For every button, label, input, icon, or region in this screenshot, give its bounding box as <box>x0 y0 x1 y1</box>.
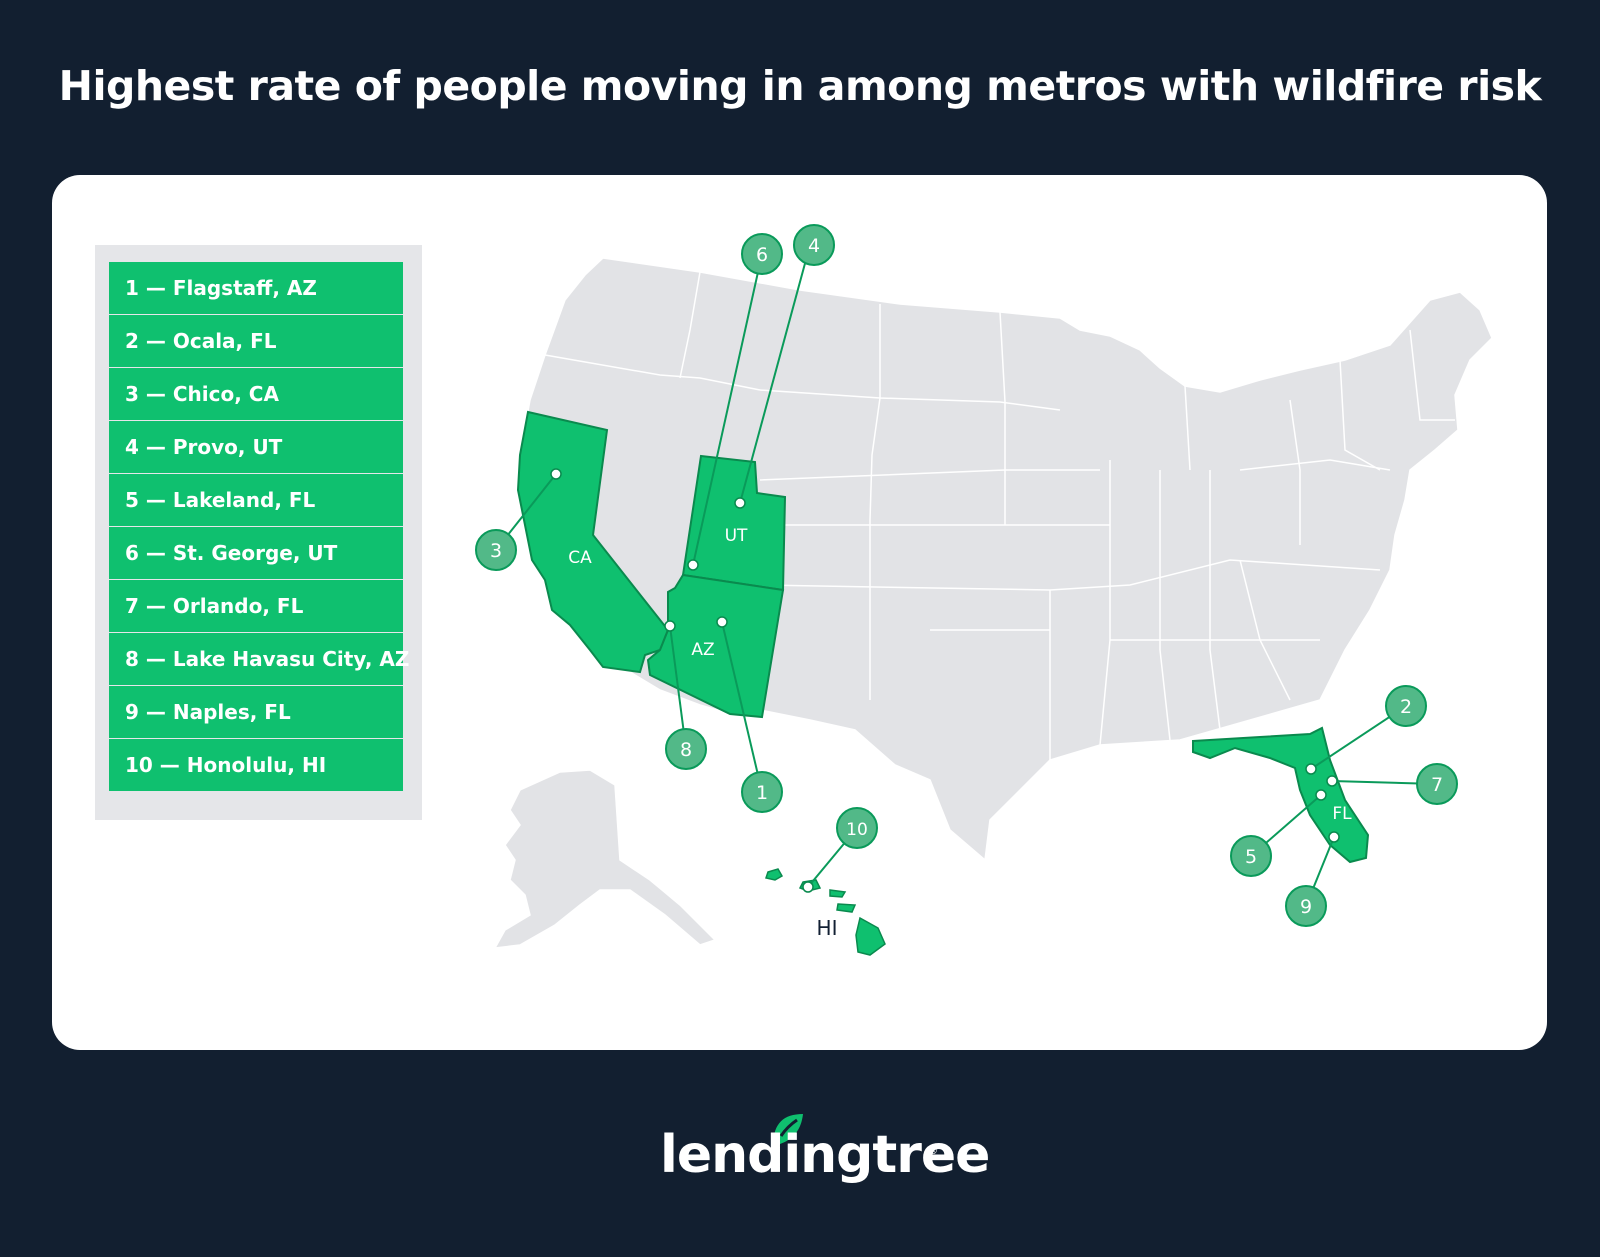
legend-item-3: 3 — Chico, CA <box>109 368 403 420</box>
city-dot-honolulu <box>802 881 814 893</box>
city-dot-chico <box>550 468 562 480</box>
marker-4-label: 4 <box>808 235 820 257</box>
legend-item-6: 6 — St. George, UT <box>109 527 403 579</box>
marker-10: 10 <box>836 807 878 849</box>
legend-item-7: 7 — Orlando, FL <box>109 580 403 632</box>
florida-shape <box>1192 726 1370 864</box>
contiguous-us-shape <box>517 257 1493 862</box>
legend-item-1: 1 — Flagstaff, AZ <box>109 262 403 314</box>
legend-item-8: 8 — Lake Havasu City, AZ <box>109 633 409 685</box>
marker-3-label: 3 <box>490 540 502 562</box>
marker-2-label: 2 <box>1400 696 1412 718</box>
city-dot-flagstaff <box>716 616 728 628</box>
legend-item-4: 4 — Provo, UT <box>109 421 403 473</box>
city-dot-orlando <box>1326 775 1338 787</box>
marker-7-label: 7 <box>1431 774 1443 796</box>
page-title: Highest rate of people moving in among m… <box>58 62 1542 110</box>
marker-9: 9 <box>1285 885 1327 927</box>
leaf-icon <box>773 1114 803 1146</box>
marker-5-label: 5 <box>1245 846 1257 868</box>
city-dot-ocala <box>1305 763 1317 775</box>
state-label-az: AZ <box>691 640 714 660</box>
legend-item-9: 9 — Naples, FL <box>109 686 403 738</box>
marker-1: 1 <box>741 771 783 813</box>
marker-1-label: 1 <box>756 782 768 804</box>
arizona-shape <box>646 573 785 719</box>
us-map: CA UT AZ FL HI <box>475 224 1493 956</box>
marker-5: 5 <box>1230 835 1272 877</box>
state-borders <box>544 271 1455 760</box>
marker-4: 4 <box>793 224 835 266</box>
marker-7: 7 <box>1416 763 1458 805</box>
city-dot-provo <box>734 497 746 509</box>
marker-8-label: 8 <box>680 739 692 761</box>
city-dot-lake-havasu <box>664 620 676 632</box>
marker-3: 3 <box>475 529 517 571</box>
alaska-shape <box>493 769 717 949</box>
state-label-hi: HI <box>817 916 838 940</box>
marker-10-label: 10 <box>846 820 868 840</box>
legend-item-5: 5 — Lakeland, FL <box>109 474 403 526</box>
city-dot-lakeland <box>1315 789 1327 801</box>
state-label-fl: FL <box>1332 804 1352 824</box>
marker-6-label: 6 <box>756 244 768 266</box>
city-dot-st-george <box>687 559 699 571</box>
map-card: 1 — Flagstaff, AZ 2 — Ocala, FL 3 — Chic… <box>52 175 1547 1050</box>
legend-item-10: 10 — Honolulu, HI <box>109 739 403 791</box>
marker-9-label: 9 <box>1300 896 1312 918</box>
marker-2: 2 <box>1385 685 1427 727</box>
state-label-ut: UT <box>725 526 748 546</box>
brand-logo: lendingtree <box>660 1125 990 1185</box>
legend-item-2: 2 — Ocala, FL <box>109 315 403 367</box>
hawaii-shape <box>765 868 886 956</box>
state-label-ca: CA <box>568 548 592 568</box>
marker-8: 8 <box>665 728 707 770</box>
registered-mark: ® <box>928 1146 938 1157</box>
marker-6: 6 <box>741 233 783 275</box>
city-dots <box>550 468 1340 893</box>
city-dot-naples <box>1328 831 1340 843</box>
ranking-legend: 1 — Flagstaff, AZ 2 — Ocala, FL 3 — Chic… <box>95 245 422 820</box>
